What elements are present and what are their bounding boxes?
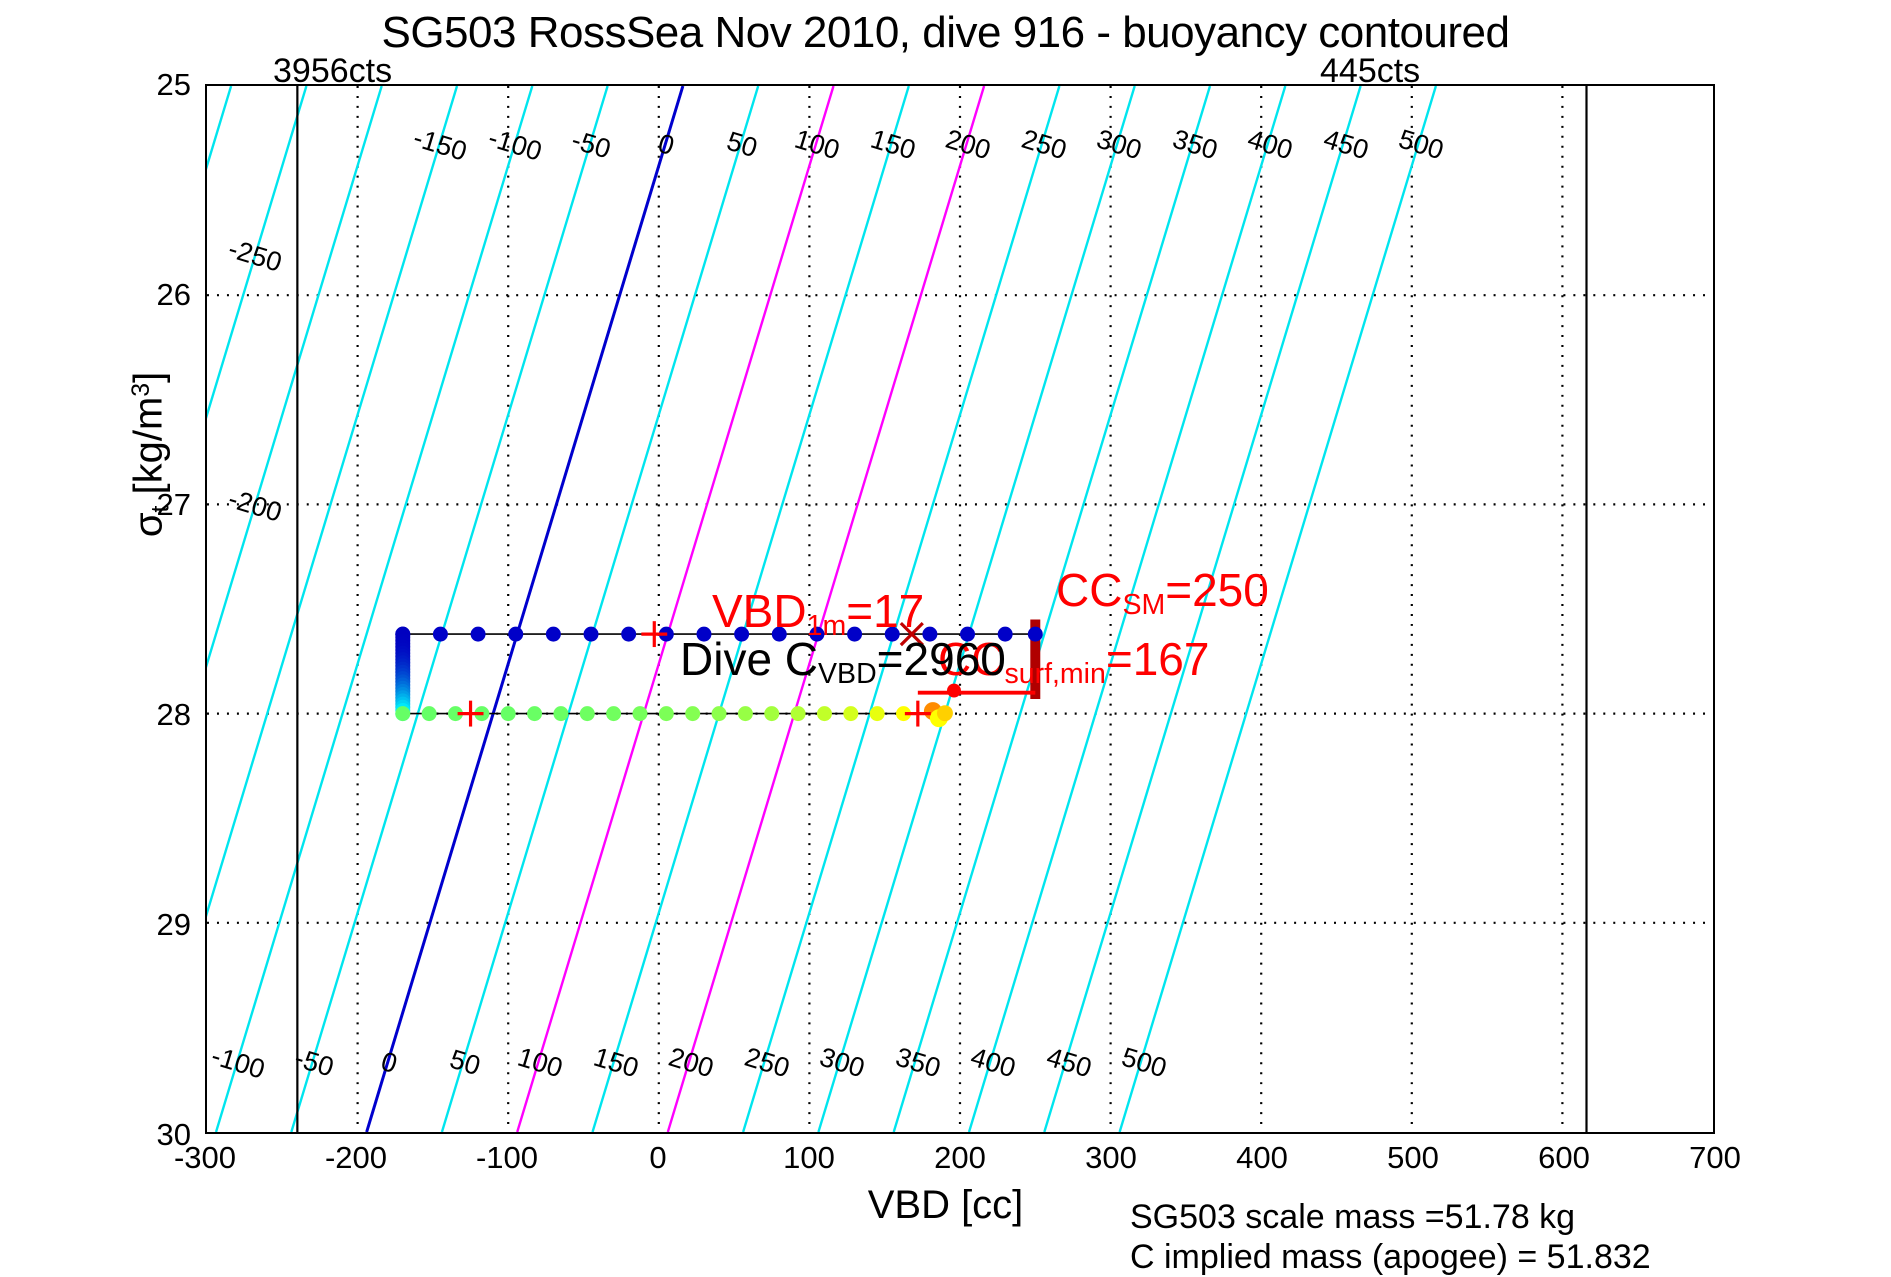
counts-label-right: 445cts xyxy=(1320,52,1421,90)
annotation-cc-surf-min: CCsurf,min=167 xyxy=(938,636,1209,689)
xtick-400: 400 xyxy=(1236,1140,1288,1175)
y-axis-label: σt [kg/m3] xyxy=(127,289,176,619)
ytick-29: 29 xyxy=(156,907,191,942)
y-axis-subscript: t xyxy=(147,505,175,513)
xtick--300: -300 xyxy=(173,1140,237,1175)
annotation-cc-surf-min-main: CC xyxy=(938,633,1005,685)
ytick-26: 26 xyxy=(156,277,191,312)
contour-layer xyxy=(207,86,1438,1132)
annotation-vbd-1m-main: VBD xyxy=(712,585,807,637)
xtick-700: 700 xyxy=(1689,1140,1741,1175)
ytick-28: 28 xyxy=(156,697,191,732)
xtick-300: 300 xyxy=(1085,1140,1137,1175)
annotation-dive-cvbd-main: Dive C xyxy=(680,633,819,685)
y-axis-sigma: σ xyxy=(126,512,171,538)
y-axis-unit: [kg/m xyxy=(126,396,171,506)
xtick--100: -100 xyxy=(475,1140,539,1175)
counts-label-left: 3956cts xyxy=(273,52,393,90)
annotation-dive-cvbd-value: =2960 xyxy=(876,633,1006,685)
annotation-dive-cvbd: Dive CVBD=2960 xyxy=(680,636,1006,689)
annotation-vbd-1m: VBD1m=17 xyxy=(712,588,924,641)
data-layer xyxy=(395,619,1043,728)
ytick-27: 27 xyxy=(156,487,191,522)
annotation-cc-surf-min-value: =167 xyxy=(1105,633,1210,685)
annotation-cc-surf-min-sub: surf,min xyxy=(1004,657,1106,690)
footer-implied-mass: C implied mass (apogee) = 51.832 xyxy=(1130,1238,1651,1276)
ytick-30: 30 xyxy=(156,1117,191,1152)
xtick-600: 600 xyxy=(1538,1140,1590,1175)
annotation-cc-sm-main: CC xyxy=(1056,564,1123,616)
plot-area: -150 -100 -50 0 50 100 150 200 250 300 350 400 450 50… xyxy=(205,84,1715,1134)
count-line-layer xyxy=(296,86,1588,1132)
xtick-200: 200 xyxy=(934,1140,986,1175)
annotation-vbd-1m-sub: 1m xyxy=(806,609,847,642)
annotation-cc-sm: CCSM=250 xyxy=(1056,567,1269,620)
x-axis-label: VBD [cc] xyxy=(867,1183,1024,1227)
xtick--200: -200 xyxy=(324,1140,388,1175)
xtick-0: 0 xyxy=(649,1140,667,1175)
annotation-cc-sm-sub: SM xyxy=(1122,588,1166,621)
page-title: SG503 RossSea Nov 2010, dive 916 - buoya… xyxy=(381,8,1510,57)
footer-scale-mass: SG503 scale mass =51.78 kg xyxy=(1130,1198,1576,1236)
annotation-cc-sm-value: =250 xyxy=(1165,564,1269,616)
ytick-25: 25 xyxy=(156,67,191,102)
y-axis-bracket: ] xyxy=(126,371,171,383)
annotation-dive-cvbd-sub: VBD xyxy=(818,657,877,690)
xtick-100: 100 xyxy=(783,1140,835,1175)
y-axis-exponent: 3 xyxy=(128,382,156,397)
annotation-vbd-1m-value: =17 xyxy=(846,585,925,637)
xtick-500: 500 xyxy=(1387,1140,1439,1175)
